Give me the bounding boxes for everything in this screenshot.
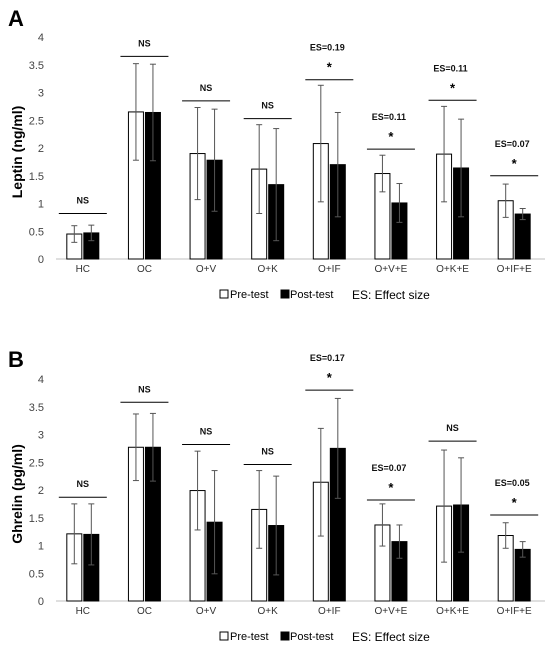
x-tick-label: O+K xyxy=(258,264,279,275)
x-tick-label: O+V+E xyxy=(375,264,408,275)
significance-ns: NS xyxy=(446,423,459,433)
significance-star: * xyxy=(512,156,518,171)
significance-ns: NS xyxy=(77,195,90,205)
y-axis-label: Leptin (ng/ml) xyxy=(9,106,25,199)
effect-size-label: ES=0.17 xyxy=(310,353,345,363)
y-tick-label: 1.5 xyxy=(29,171,44,183)
y-tick-label: 2 xyxy=(38,143,44,155)
y-tick-label: 0 xyxy=(38,596,44,608)
y-tick-label: 4 xyxy=(38,374,44,386)
y-tick-label: 0 xyxy=(38,254,44,266)
legend-label-pre-test: Pre-test xyxy=(230,289,269,301)
effect-size-label: ES=0.11 xyxy=(372,112,406,122)
y-tick-label: 1 xyxy=(38,541,44,553)
legend: Pre-test Post-test ES: Effect size xyxy=(219,288,430,302)
significance-star: * xyxy=(327,370,333,385)
significance-star: * xyxy=(388,129,394,144)
legend-swatch-pre-test xyxy=(219,289,229,299)
significance-ns: NS xyxy=(138,384,151,394)
x-tick-label: OC xyxy=(137,264,152,275)
significance-star: * xyxy=(327,60,333,75)
x-tick-label: O+IF+E xyxy=(497,264,532,275)
x-tick-label: O+V xyxy=(196,264,217,275)
y-tick-label: 0.5 xyxy=(29,226,44,238)
y-tick-label: 3.5 xyxy=(29,402,44,414)
y-tick-label: 3 xyxy=(38,430,44,442)
effect-size-label: ES=0.05 xyxy=(495,478,530,488)
panel-ghrelin: B Ghrelin (pg/ml) 0 0.5 1 1.5 2 2.5 3 3.5 4 HC OC O+V… xyxy=(8,347,545,644)
legend-swatch-post-test xyxy=(280,631,290,641)
y-tick-label: 1 xyxy=(38,199,44,211)
legend-label-post-test: Post-test xyxy=(290,631,333,643)
significance-ns: NS xyxy=(261,446,274,456)
significance-ns: NS xyxy=(200,426,213,436)
x-tick-label: O+K xyxy=(258,606,279,617)
x-tick-label: HC xyxy=(76,264,90,275)
x-tick-label: OC xyxy=(137,606,152,617)
legend-label-pre-test: Pre-test xyxy=(230,631,269,643)
y-tick-label: 2.5 xyxy=(29,457,44,469)
x-tick-label: O+V+E xyxy=(375,606,408,617)
y-axis-label: Ghrelin (pg/ml) xyxy=(9,444,25,544)
y-tick-label: 4 xyxy=(38,32,44,44)
effect-size-label: ES=0.11 xyxy=(433,63,467,73)
legend-swatch-pre-test xyxy=(219,631,229,641)
x-tick-label: O+IF xyxy=(318,606,341,617)
y-tick-label: 3 xyxy=(38,88,44,100)
x-tick-label: O+IF xyxy=(318,264,341,275)
significance-ns: NS xyxy=(261,101,274,111)
panel-leptin: A Leptin (ng/ml) 0 0.5 1 1.5 2 2.5 3 3.5 4 HC OC O+V O… xyxy=(8,6,545,302)
panel-letter: A xyxy=(8,6,24,31)
effect-size-label: ES=0.19 xyxy=(310,43,345,53)
x-tick-label: HC xyxy=(76,606,90,617)
y-tick-label: 1.5 xyxy=(29,513,44,525)
significance-ns: NS xyxy=(200,83,213,93)
legend-swatch-post-test xyxy=(280,289,290,299)
y-tick-label: 0.5 xyxy=(29,568,44,580)
significance-star: * xyxy=(388,480,394,495)
significance-ns: NS xyxy=(138,38,151,48)
x-tick-label: O+V xyxy=(196,606,217,617)
legend-label-post-test: Post-test xyxy=(290,289,333,301)
x-tick-label: O+K+E xyxy=(436,264,469,275)
y-tick-label: 2.5 xyxy=(29,115,44,127)
effect-size-label: ES=0.07 xyxy=(495,139,530,149)
y-tick-label: 3.5 xyxy=(29,60,44,72)
significance-star: * xyxy=(512,495,518,510)
effect-size-note: ES: Effect size xyxy=(352,630,430,644)
significance-ns: NS xyxy=(77,479,90,489)
y-tick-label: 2 xyxy=(38,485,44,497)
effect-size-label: ES=0.07 xyxy=(372,463,407,473)
effect-size-note: ES: Effect size xyxy=(352,288,430,302)
legend: Pre-test Post-test ES: Effect size xyxy=(219,630,430,644)
x-tick-label: O+IF+E xyxy=(497,606,532,617)
panel-letter: B xyxy=(8,347,24,372)
x-tick-label: O+K+E xyxy=(436,606,469,617)
significance-star: * xyxy=(450,80,456,95)
bar-post-test xyxy=(514,213,531,260)
